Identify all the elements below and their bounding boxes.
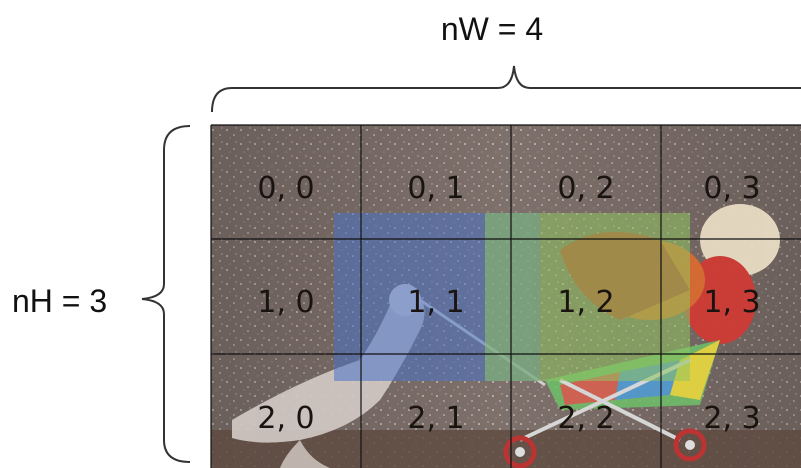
height-label: nH = 3 (12, 283, 107, 319)
width-label: nW = 4 (441, 11, 543, 47)
grid-cell-label: 1, 1 (407, 285, 464, 320)
height-bracket (141, 125, 191, 463)
grid-cell-label: 0, 3 (703, 171, 760, 206)
dog-anchor-box (485, 213, 690, 381)
grid-cell-label: 1, 2 (557, 285, 614, 320)
grid-cell-label: 2, 1 (407, 401, 464, 436)
grid-cell-label: 2, 3 (703, 401, 760, 436)
grid-cell-label: 0, 2 (557, 171, 614, 206)
grid-cell-label: 1, 0 (257, 285, 314, 320)
grid-cell-label: 2, 0 (257, 401, 314, 436)
grid-cell-label: 2, 2 (557, 401, 614, 436)
grid-cell-label: 1, 3 (703, 285, 760, 320)
grid-lines (210, 124, 801, 468)
grid-cell-label: 0, 0 (257, 171, 314, 206)
grid-cells: 0, 0 0, 1 0, 2 0, 3 1, 0 1, 1 1, 2 1, 3 2, 0 2, 1… (257, 171, 760, 436)
width-bracket (211, 65, 801, 113)
grid-cell-label: 0, 1 (407, 171, 464, 206)
